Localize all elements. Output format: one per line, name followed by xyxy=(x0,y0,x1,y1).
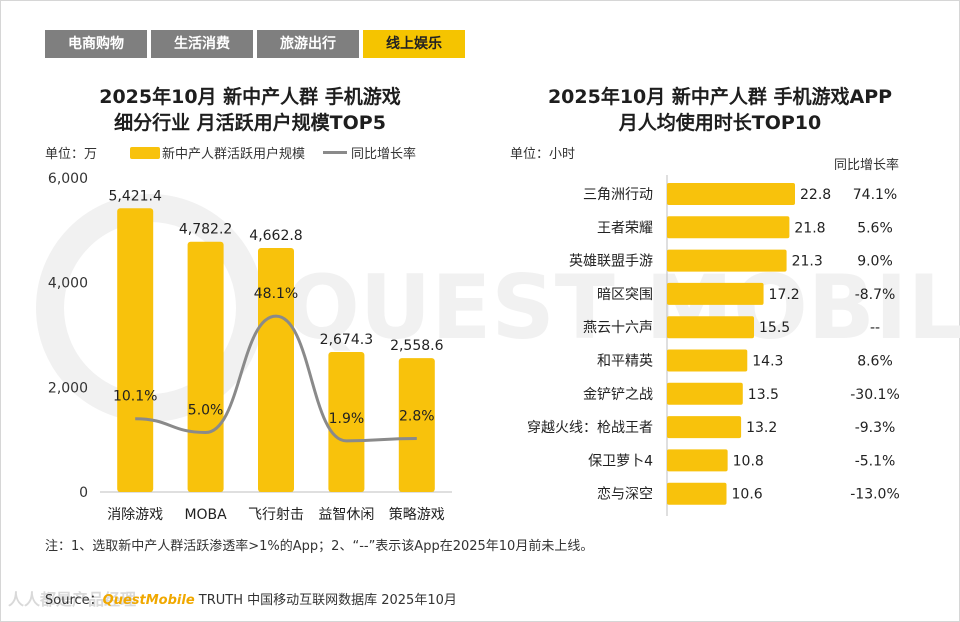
category-label: 暗区突围 xyxy=(597,287,653,303)
x-category-label: MOBA xyxy=(184,507,227,523)
growth-rate-label: 74.1% xyxy=(853,187,897,203)
growth-rate-label: 9.0% xyxy=(857,254,893,270)
growth-rate-label: -5.1% xyxy=(855,453,896,469)
y-tick-label: 2,000 xyxy=(48,380,88,396)
growth-column-header: 同比增长率 xyxy=(834,158,900,173)
right-unit-label: 单位：小时 xyxy=(510,147,576,162)
hbar-英雄联盟手游 xyxy=(667,249,787,272)
hbar-金铲铲之战 xyxy=(667,382,743,405)
growth-rate-label: 8.6% xyxy=(857,354,893,370)
hbar-穿越火线：枪战王者 xyxy=(667,416,742,439)
bar-益智休闲 xyxy=(328,352,365,492)
hbar-value-label: 17.2 xyxy=(769,287,800,303)
x-category-label: 飞行射击 xyxy=(248,507,304,523)
growth-label: 2.8% xyxy=(399,408,435,424)
source-line: Source：QuestMobile TRUTH 中国移动互联网数据库 2025… xyxy=(45,589,457,608)
left-chart-title: 2025年10月 新中产人群 手机游戏 细分行业 月活跃用户规模TOP5 xyxy=(40,84,460,136)
bar-value-label: 4,662.8 xyxy=(249,228,302,244)
legend-bar-label: 新中产人群活跃用户规模 xyxy=(162,147,306,162)
x-category-label: 益智休闲 xyxy=(318,507,374,523)
growth-rate-label: -13.0% xyxy=(850,487,900,503)
hbar-value-label: 22.8 xyxy=(800,187,831,203)
category-label: 王者荣耀 xyxy=(597,220,653,236)
hbar-value-label: 13.2 xyxy=(746,420,777,436)
bar-消除游戏 xyxy=(117,208,154,492)
growth-label: 10.1% xyxy=(113,389,157,405)
y-tick-label: 0 xyxy=(79,485,88,501)
growth-label: 1.9% xyxy=(329,411,365,427)
bar-飞行射击 xyxy=(258,247,294,492)
tab-ecommerce[interactable]: 电商购物 xyxy=(45,30,147,58)
category-label: 恋与深空 xyxy=(597,486,653,503)
left-legend: 新中产人群活跃用户规模 同比增长率 xyxy=(130,143,416,162)
growth-rate-label: -30.1% xyxy=(850,387,900,403)
growth-label: 5.0% xyxy=(188,403,224,419)
legend-line-label: 同比增长率 xyxy=(351,147,417,162)
legend-line-swatch xyxy=(323,151,348,154)
left-unit-label: 单位：万 xyxy=(45,147,98,162)
growth-line xyxy=(135,314,417,443)
legend-bar-swatch xyxy=(130,146,160,159)
category-label: 燕云十六声 xyxy=(583,320,653,336)
growth-label: 48.1% xyxy=(254,286,298,302)
tab-online-entertainment[interactable]: 线上娱乐 xyxy=(363,30,465,58)
right-chart-title: 2025年10月 新中产人群 手机游戏APP 月人均使用时长TOP10 xyxy=(510,84,930,136)
right-title-line2: 月人均使用时长TOP10 xyxy=(618,112,822,134)
bar-value-label: 2,558.6 xyxy=(390,338,444,354)
hbar-value-label: 21.3 xyxy=(792,254,823,270)
x-category-label: 策略游戏 xyxy=(389,506,445,523)
category-label: 三角洲行动 xyxy=(583,187,653,203)
growth-rate-label: -8.7% xyxy=(855,287,896,303)
category-label: 穿越火线：枪战王者 xyxy=(527,419,653,436)
source-prefix: Source： xyxy=(45,593,103,608)
growth-rate-label: -9.3% xyxy=(855,420,896,436)
hbar-value-label: 13.5 xyxy=(748,387,779,403)
category-label: 保卫萝卜4 xyxy=(588,453,653,469)
bar-value-label: 5,421.4 xyxy=(108,188,162,204)
hbar-恋与深空 xyxy=(667,482,727,505)
y-tick-label: 6,000 xyxy=(48,171,88,187)
hbar-燕云十六声 xyxy=(667,316,755,339)
category-tabs: 电商购物 生活消费 旅游出行 线上娱乐 xyxy=(45,30,465,58)
y-tick-label: 4,000 xyxy=(48,276,88,292)
hbar-保卫萝卜4 xyxy=(667,449,728,472)
hbar-王者荣耀 xyxy=(667,216,790,239)
hbar-value-label: 10.6 xyxy=(732,487,763,503)
source-suffix: TRUTH 中国移动互联网数据库 2025年10月 xyxy=(194,593,457,608)
hbar-value-label: 10.8 xyxy=(733,453,764,469)
left-bar-line-chart: 0 2,000 4,000 6,000 5,421.4 消除游戏 4,782.2 MOBA 4,… xyxy=(48,171,452,523)
left-title-line2: 细分行业 月活跃用户规模TOP5 xyxy=(114,112,386,134)
left-title-line1: 2025年10月 新中产人群 手机游戏 xyxy=(99,86,401,108)
category-label: 英雄联盟手游 xyxy=(569,253,653,270)
footnote: 注：1、选取新中产人群活跃渗透率>1%的App；2、“--”表示该App在202… xyxy=(45,539,594,554)
right-title-line1: 2025年10月 新中产人群 手机游戏APP xyxy=(547,86,893,108)
x-category-label: 消除游戏 xyxy=(107,507,163,523)
bar-MOBA xyxy=(187,241,224,492)
bar-value-label: 4,782.2 xyxy=(179,222,232,238)
hbar-value-label: 14.3 xyxy=(752,354,783,370)
category-label: 和平精英 xyxy=(597,353,653,370)
right-hbar-chart: 三角洲行动 22.8 74.1% 王者荣耀 21.8 5.6% 英雄联盟手游 21.3 9.0%… xyxy=(527,175,900,516)
hbar-value-label: 21.8 xyxy=(794,220,825,236)
tab-travel[interactable]: 旅游出行 xyxy=(257,30,359,58)
hbar-value-label: 15.5 xyxy=(759,320,790,336)
hbar-暗区突围 xyxy=(667,282,764,305)
bar-value-label: 2,674.3 xyxy=(320,332,373,348)
growth-rate-label: -- xyxy=(870,320,880,336)
hbar-三角洲行动 xyxy=(667,183,795,205)
bar-策略游戏 xyxy=(398,358,435,492)
corner-watermark: 人人都是产品经理 xyxy=(8,590,137,609)
source-brand: QuestMobile xyxy=(102,593,195,608)
watermark-text: QUEST MOBILE xyxy=(285,256,960,359)
tab-life-consumption[interactable]: 生活消费 xyxy=(151,30,253,58)
category-label: 金铲铲之战 xyxy=(583,387,653,403)
growth-rate-label: 5.6% xyxy=(857,220,893,236)
hbar-和平精英 xyxy=(667,349,748,372)
